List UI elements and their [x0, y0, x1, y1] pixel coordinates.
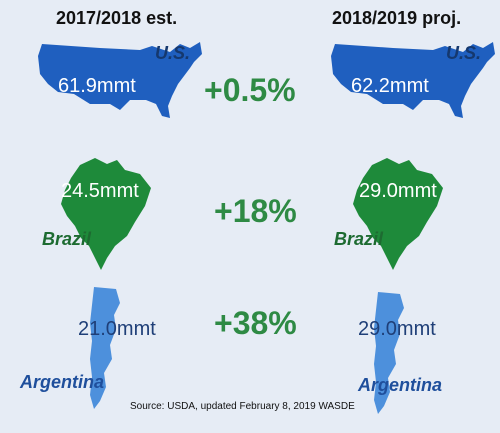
- brazil-map-2018: 29.0mmt: [347, 150, 447, 272]
- argentina-value-2017: 21.0mmt: [78, 318, 156, 340]
- argentina-map-2017: [86, 285, 126, 410]
- argentina-change: +38%: [214, 305, 297, 341]
- us-label-right: U.S.: [446, 43, 482, 63]
- brazil-value-2018: 29.0mmt: [359, 180, 437, 202]
- us-map-2017: 61.9mmt: [30, 38, 205, 123]
- brazil-label-right: Brazil: [334, 229, 384, 249]
- argentina-label-left: Argentina: [20, 372, 105, 392]
- argentina-value-2018: 29.0mmt: [358, 318, 436, 340]
- us-map-2018: 62.2mmt: [323, 38, 498, 123]
- brazil-label-left: Brazil: [42, 229, 92, 249]
- header-2017-2018: 2017/2018 est.: [56, 8, 178, 28]
- us-value-2018: 62.2mmt: [351, 75, 429, 97]
- us-change: +0.5%: [204, 72, 296, 108]
- source-note: Source: USDA, updated February 8, 2019 W…: [130, 401, 355, 412]
- brazil-value-2017: 24.5mmt: [61, 180, 139, 202]
- argentina-map-2018: [370, 290, 410, 415]
- brazil-change: +18%: [214, 193, 297, 229]
- argentina-label-right: Argentina: [358, 375, 443, 395]
- header-2018-2019: 2018/2019 proj.: [332, 8, 462, 28]
- us-label-left: U.S.: [155, 43, 191, 63]
- us-value-2017: 61.9mmt: [58, 75, 136, 97]
- brazil-map-2017: 24.5mmt: [55, 150, 155, 272]
